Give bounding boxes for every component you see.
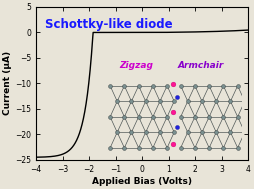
Text: Schottky-like diode: Schottky-like diode [45, 18, 172, 31]
Y-axis label: Current (μA): Current (μA) [4, 51, 12, 115]
X-axis label: Applied Bias (Volts): Applied Bias (Volts) [92, 177, 192, 186]
